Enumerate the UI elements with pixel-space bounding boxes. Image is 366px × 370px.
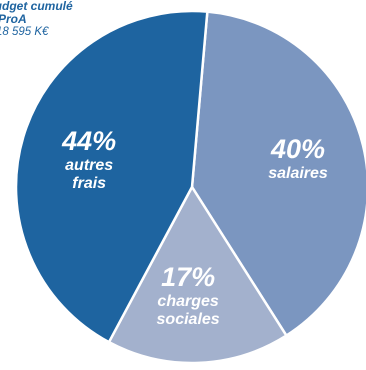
- chart-title-line-2: ProA: [0, 12, 27, 26]
- slice-category-label: charges: [157, 293, 218, 310]
- chart-title-line-3: 18 595 K€: [0, 26, 49, 38]
- chart-title-line-1: Budget cumulé: [0, 0, 73, 13]
- slice-percent-label: 44%: [61, 126, 116, 156]
- slice-category-label: autres: [65, 157, 113, 174]
- pie-slice-charges-sociales: [107, 185, 288, 365]
- slice-category-label: sociales: [157, 311, 220, 328]
- slice-category-label: frais: [72, 175, 106, 192]
- slice-percent-label: 17%: [161, 262, 215, 292]
- chart-title: Budget cumulé ProA 18 595 K€: [0, 0, 160, 39]
- slice-percent-label: 40%: [270, 134, 325, 164]
- pie-slices: [14, 9, 366, 365]
- pie-slice-autres-frais: [14, 9, 209, 344]
- slice-category-label: salaires: [268, 165, 328, 182]
